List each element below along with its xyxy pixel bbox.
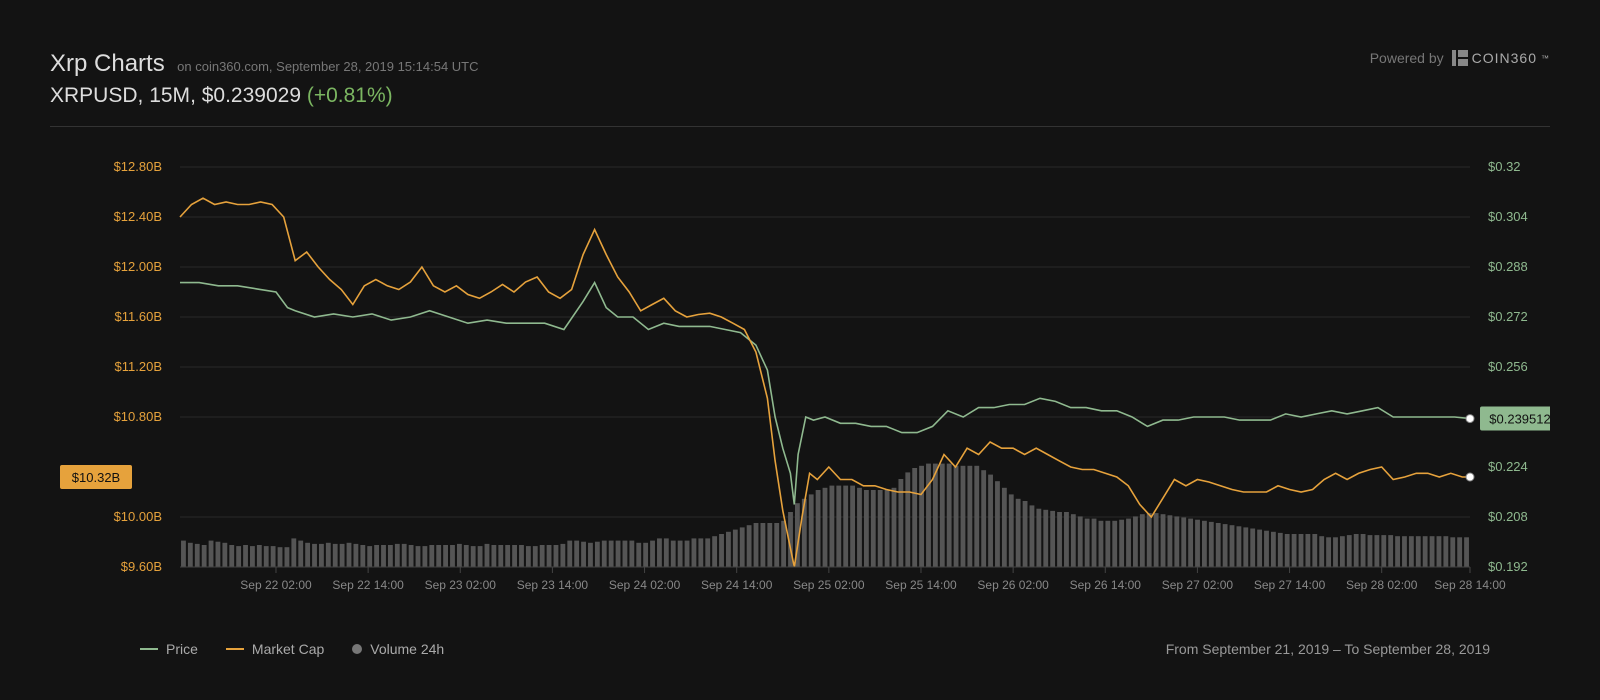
svg-text:Sep 28 02:00: Sep 28 02:00 xyxy=(1346,578,1418,592)
pair: XRPUSD xyxy=(50,84,138,107)
svg-text:Sep 24 02:00: Sep 24 02:00 xyxy=(609,578,681,592)
current-price-badge: $0.239512 xyxy=(1480,407,1550,431)
y-ticks-left: $12.80B $12.40B $12.00B $11.60B $11.20B $10.8… xyxy=(114,159,162,574)
svg-text:Sep 27 14:00: Sep 27 14:00 xyxy=(1254,578,1326,592)
header-separator xyxy=(50,126,1550,127)
svg-text:Sep 22 14:00: Sep 22 14:00 xyxy=(332,578,404,592)
svg-text:Sep 25 14:00: Sep 25 14:00 xyxy=(885,578,957,592)
header: Xrp Charts on coin360.com, September 28,… xyxy=(50,50,1550,108)
legend-mcap: Market Cap xyxy=(226,641,324,657)
svg-text:$11.20B: $11.20B xyxy=(115,359,162,374)
ticker-line: XRPUSD, 15M, $0.239029 (+0.81%) xyxy=(50,84,479,108)
svg-text:$0.32: $0.32 xyxy=(1488,159,1521,174)
current-price: $0.239029 xyxy=(202,84,301,107)
svg-text:Sep 22 02:00: Sep 22 02:00 xyxy=(240,578,312,592)
svg-text:Sep 27 02:00: Sep 27 02:00 xyxy=(1162,578,1234,592)
svg-text:Sep 24 14:00: Sep 24 14:00 xyxy=(701,578,773,592)
chart-area[interactable]: Sep 22 02:00 Sep 22 14:00 Sep 23 02:00 Sep … xyxy=(50,157,1550,617)
legend-volume: Volume 24h xyxy=(352,641,444,657)
svg-text:$0.192: $0.192 xyxy=(1488,559,1528,574)
svg-text:$10.80B: $10.80B xyxy=(114,409,162,424)
svg-text:$0.304: $0.304 xyxy=(1488,209,1528,224)
interval: 15M xyxy=(149,84,190,107)
svg-text:$10.00B: $10.00B xyxy=(114,509,162,524)
brand-text: COIN360 xyxy=(1472,50,1537,66)
svg-text:$12.00B: $12.00B xyxy=(114,259,162,274)
brand-tm: ™ xyxy=(1541,54,1550,63)
svg-text:Sep 23 02:00: Sep 23 02:00 xyxy=(425,578,497,592)
brand-icon xyxy=(1452,50,1468,66)
mcap-swatch xyxy=(226,648,244,650)
legend-volume-label: Volume 24h xyxy=(370,641,444,657)
svg-text:$10.32B: $10.32B xyxy=(72,470,120,485)
legend-mcap-label: Market Cap xyxy=(252,641,324,657)
current-mcap-badge: $10.32B xyxy=(60,465,132,489)
legend-price: Price xyxy=(140,641,198,657)
svg-text:$0.224: $0.224 xyxy=(1488,459,1528,474)
volume-swatch xyxy=(352,644,362,654)
svg-text:Sep 26 02:00: Sep 26 02:00 xyxy=(977,578,1049,592)
svg-text:$0.208: $0.208 xyxy=(1488,509,1528,524)
volume-bars xyxy=(181,464,1469,567)
title-block: Xrp Charts on coin360.com, September 28,… xyxy=(50,50,479,108)
svg-text:Sep 25 02:00: Sep 25 02:00 xyxy=(793,578,865,592)
svg-text:$12.80B: $12.80B xyxy=(114,159,162,174)
date-range: From September 21, 2019 – To September 2… xyxy=(1166,641,1490,657)
page-subtitle: on coin360.com, September 28, 2019 15:14… xyxy=(177,59,478,74)
svg-text:$0.288: $0.288 xyxy=(1488,259,1528,274)
y-ticks-right: $0.32 $0.304 $0.288 $0.272 $0.256 $0.224 $0.20… xyxy=(1488,159,1528,574)
chart-container: Xrp Charts on coin360.com, September 28,… xyxy=(0,0,1600,677)
footer: Price Market Cap Volume 24h From Septemb… xyxy=(50,641,1550,657)
svg-text:Sep 26 14:00: Sep 26 14:00 xyxy=(1070,578,1142,592)
end-markers xyxy=(1466,415,1474,481)
legend: Price Market Cap Volume 24h xyxy=(140,641,444,657)
svg-text:$11.60B: $11.60B xyxy=(115,309,162,324)
svg-text:Sep 28 14:00: Sep 28 14:00 xyxy=(1434,578,1506,592)
brand-logo: COIN360 ™ xyxy=(1452,50,1550,66)
chart-svg: Sep 22 02:00 Sep 22 14:00 Sep 23 02:00 Sep … xyxy=(50,157,1550,617)
powered-by-label: Powered by xyxy=(1370,50,1444,66)
page-title: Xrp Charts xyxy=(50,50,165,77)
svg-text:$0.272: $0.272 xyxy=(1488,309,1528,324)
svg-text:$0.256: $0.256 xyxy=(1488,359,1528,374)
x-ticks: Sep 22 02:00 Sep 22 14:00 Sep 23 02:00 Sep … xyxy=(240,567,1506,592)
powered-by: Powered by COIN360 ™ xyxy=(1370,50,1550,66)
svg-text:$0.239512: $0.239512 xyxy=(1489,412,1550,427)
svg-text:Sep 23 14:00: Sep 23 14:00 xyxy=(517,578,589,592)
legend-price-label: Price xyxy=(166,641,198,657)
svg-text:$12.40B: $12.40B xyxy=(114,209,162,224)
change-percent: (+0.81%) xyxy=(307,84,393,107)
svg-text:$9.60B: $9.60B xyxy=(121,559,162,574)
price-swatch xyxy=(140,648,158,650)
